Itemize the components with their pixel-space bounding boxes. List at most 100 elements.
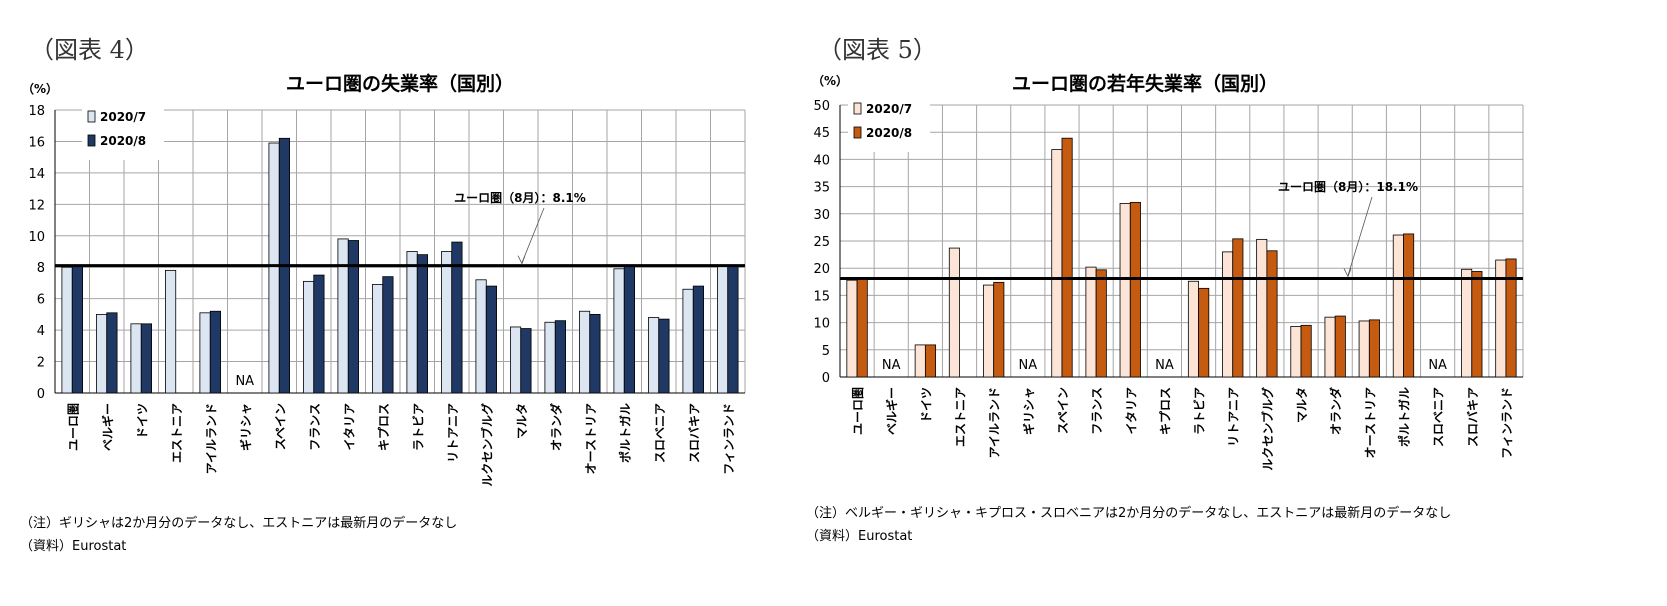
x-tick-label: フィンランド — [722, 403, 736, 475]
chart-panel-4: （図表 4） ユーロ圏の失業率（国別） （%） 0 2 4 6 8 10 12 14 16 18 ユーロ… — [20, 36, 746, 554]
reference-annotation: ユーロ圏（8月）：18.1% — [1278, 179, 1418, 194]
bar-aug — [1471, 271, 1483, 378]
bar-jul — [199, 312, 211, 394]
bar-aug — [554, 320, 567, 394]
y-tick-label: 8 — [37, 261, 45, 276]
annotation-arrow — [1347, 196, 1373, 276]
y-axis-unit: （%） — [22, 81, 58, 96]
bar-jul — [509, 326, 522, 394]
bar-jul — [1290, 326, 1302, 378]
bar-aug — [1061, 137, 1073, 378]
bar-aug — [106, 312, 118, 394]
na-label: NA — [1019, 358, 1038, 373]
bar-aug — [1198, 287, 1210, 378]
x-tick-label: フィンランド — [1500, 387, 1514, 459]
y-tick-label: 45 — [813, 126, 830, 141]
bar-aug — [856, 278, 868, 378]
na-label: NA — [235, 374, 254, 389]
figure-label: （図表 5） — [818, 36, 937, 64]
x-tick-label: ポルトガル — [1396, 387, 1411, 447]
na-label: NA — [882, 358, 901, 373]
bar-jul — [1358, 320, 1370, 378]
x-tick-label: スペイン — [1056, 387, 1070, 434]
x-tick-label: ギリシャ — [238, 403, 253, 451]
bar-jul — [648, 317, 660, 394]
bar-jul — [302, 280, 315, 394]
bar-aug — [485, 285, 498, 394]
annotation-arrowhead — [517, 255, 526, 265]
x-tick-label: マルタ — [515, 403, 529, 439]
bar-jul — [914, 344, 926, 378]
bar-aug — [1403, 233, 1415, 378]
x-tick-label: ルクセンブルグ — [1260, 387, 1275, 471]
legend-background — [848, 100, 930, 152]
x-tick-label: アイルランド — [204, 403, 218, 474]
chart-note: （注）ギリシャは2か月分のデータなし、エストニアは最新月のデータなし — [20, 516, 458, 531]
bar-aug — [313, 274, 325, 394]
x-tick-label: オランダ — [548, 403, 563, 451]
y-tick-label: 0 — [822, 371, 830, 386]
bar-aug — [993, 281, 1005, 378]
x-tick-label: ラトビア — [1192, 387, 1207, 435]
bar-jul — [1119, 203, 1131, 378]
legend-background — [82, 108, 164, 160]
reference-annotation: ユーロ圏（8月）：8.1% — [454, 190, 586, 205]
bar-aug — [924, 344, 937, 378]
bar-aug — [1505, 258, 1517, 378]
x-tick-label: オーストリア — [584, 403, 598, 474]
figure-label: （図表 4） — [30, 36, 149, 64]
y-axis-unit: （%） — [812, 73, 848, 88]
bar-aug — [1300, 324, 1312, 378]
x-tick-label: ユーロ圏 — [66, 403, 80, 451]
bar-jul — [1222, 251, 1234, 378]
bar-aug — [1334, 315, 1346, 378]
x-tick-label: ラトビア — [410, 403, 425, 451]
y-tick-label: 6 — [37, 293, 45, 308]
chart-source: （資料）Eurostat — [20, 539, 127, 554]
y-tick-label: 30 — [813, 208, 830, 223]
y-tick-label: 20 — [813, 262, 830, 277]
legend-label: 2020/8 — [866, 126, 912, 140]
bar-jul — [1187, 280, 1199, 378]
x-tick-label: ベルギー — [100, 403, 115, 451]
na-label: NA — [1428, 358, 1447, 373]
x-tick-label: アイルランド — [988, 387, 1002, 458]
bar-jul — [337, 238, 349, 394]
x-tick-label: ギリシャ — [1021, 387, 1036, 435]
bar-jul — [613, 268, 625, 394]
y-tick-label: 5 — [822, 344, 830, 359]
x-tick-label: ルクセンブルグ — [479, 403, 494, 487]
bar-jul — [983, 284, 995, 378]
x-tick-label: スロバキア — [1466, 387, 1480, 447]
y-tick-label: 25 — [813, 235, 830, 250]
bar-jul — [846, 279, 858, 378]
bar-aug — [71, 265, 84, 394]
y-tick-label: 2 — [37, 356, 45, 371]
x-tick-label: フランス — [308, 403, 322, 451]
x-tick-label: オーストリア — [1363, 387, 1377, 458]
bar-aug — [382, 276, 394, 394]
annotation-arrow — [521, 207, 545, 263]
bar-jul — [440, 251, 453, 394]
x-tick-label: イタリア — [342, 403, 356, 451]
x-tick-label: スペイン — [273, 403, 287, 450]
bar-jul — [1461, 268, 1473, 378]
x-tick-label: リトアニア — [446, 403, 460, 463]
bar-aug — [658, 318, 670, 394]
y-tick-label: 16 — [28, 135, 45, 150]
bar-aug — [1129, 201, 1141, 378]
y-tick-label: 14 — [28, 167, 45, 182]
x-tick-label: オランダ — [1328, 387, 1343, 435]
chart-title: ユーロ圏の若年失業率（国別） — [1012, 72, 1278, 95]
bar-jul — [1085, 266, 1097, 378]
bar-jul — [268, 142, 280, 394]
legend-swatch — [87, 110, 96, 123]
chart-title: ユーロ圏の失業率（国別） — [286, 72, 514, 95]
bar-jul — [1324, 316, 1336, 378]
x-tick-label: スロベニア — [1432, 387, 1446, 447]
y-tick-label: 18 — [28, 104, 45, 119]
legend-label: 2020/8 — [100, 134, 146, 148]
x-tick-label: ベルギー — [884, 387, 899, 435]
x-tick-label: スロバキア — [687, 403, 701, 463]
y-tick-label: 15 — [813, 289, 830, 304]
